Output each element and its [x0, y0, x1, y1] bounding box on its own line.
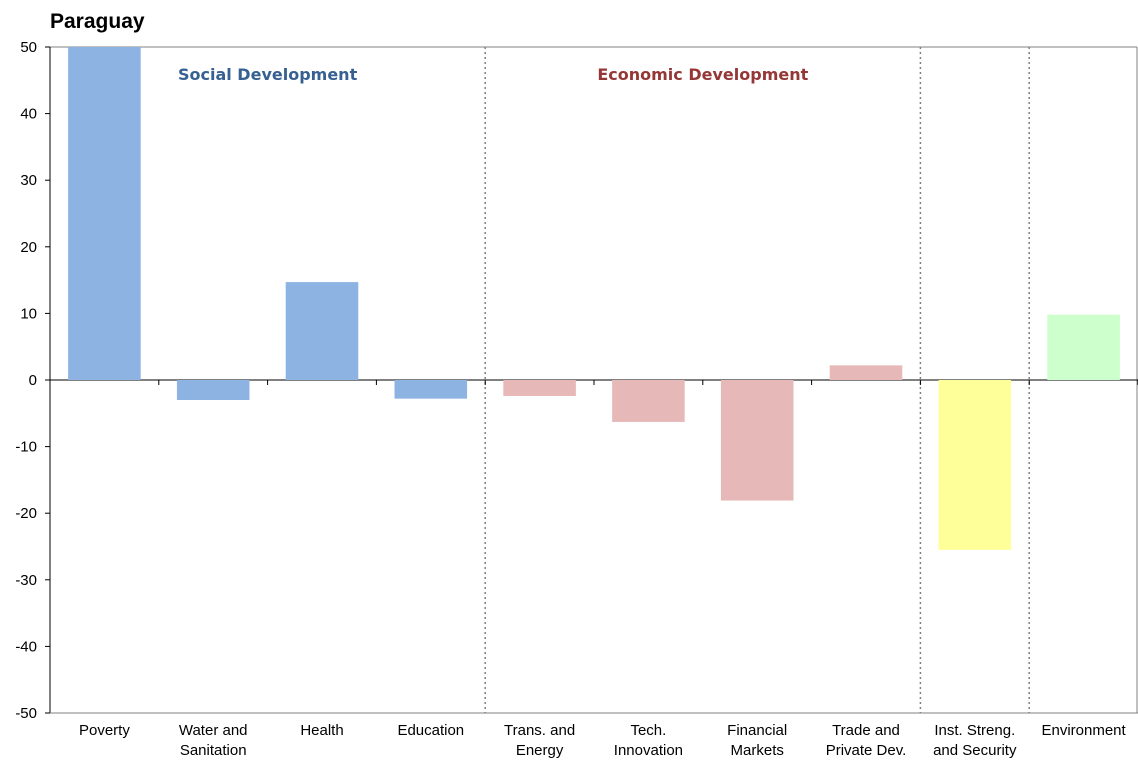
bar: [938, 380, 1012, 550]
bar: [829, 365, 903, 380]
category-label-line: Education: [397, 722, 464, 739]
category-label-line: Energy: [516, 742, 564, 759]
category-label-line: Health: [300, 722, 343, 739]
category-label: Financial Markets: [727, 722, 787, 759]
y-tick-label: 10: [20, 305, 37, 322]
category-label-line: Poverty: [79, 722, 130, 739]
category-label-line: Markets: [731, 742, 784, 759]
category-label-line: Financial: [727, 722, 787, 739]
y-tick-label: 0: [29, 372, 37, 389]
category-label-line: Trade and: [832, 722, 900, 739]
bar: [612, 380, 685, 422]
category-label: Water and Sanitation: [179, 722, 248, 759]
category-label: Education: [397, 722, 464, 739]
y-tick-label: 40: [20, 106, 37, 123]
bar: [68, 47, 141, 380]
group-label: Social Development: [178, 65, 358, 84]
y-tick-label: -50: [15, 705, 37, 722]
category-label: Trans. and Energy: [504, 722, 575, 759]
category-label: Poverty: [79, 722, 130, 739]
group-label: Economic Development: [597, 65, 808, 84]
y-tick-label: -30: [15, 572, 37, 589]
category-label-line: Water and: [179, 722, 248, 739]
bar: [176, 380, 250, 400]
category-label-line: and Security: [933, 742, 1017, 759]
bar: [1047, 314, 1120, 380]
y-tick-label: 30: [20, 172, 37, 189]
bar: [720, 380, 794, 501]
category-label: Trade and Private Dev.: [826, 722, 907, 759]
category-label-line: Private Dev.: [826, 742, 907, 759]
category-label-line: Sanitation: [180, 742, 247, 759]
category-label-line: Trans. and: [504, 722, 575, 739]
chart-title: Paraguay: [50, 10, 145, 33]
bar: [285, 282, 359, 380]
category-label-line: Environment: [1041, 722, 1126, 739]
y-tick-label: 50: [20, 39, 37, 56]
bar: [394, 380, 468, 399]
y-tick-label: 20: [20, 239, 37, 256]
category-label-line: Inst. Streng.: [934, 722, 1015, 739]
category-label: Health: [300, 722, 343, 739]
category-label: Tech. Innovation: [614, 722, 683, 759]
category-label: Inst. Streng. and Security: [933, 722, 1017, 759]
category-label-line: Tech.: [630, 722, 666, 739]
y-tick-label: -20: [15, 505, 37, 522]
category-label: Environment: [1041, 722, 1126, 739]
bar: [503, 380, 576, 396]
y-tick-label: -10: [15, 439, 37, 456]
category-label-line: Innovation: [614, 742, 683, 759]
y-tick-label: -40: [15, 638, 37, 655]
